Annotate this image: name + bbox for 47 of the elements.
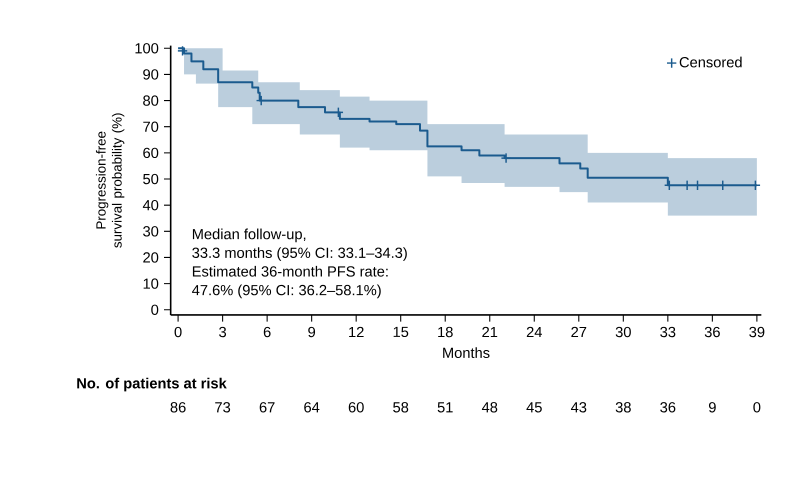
text: 45: [526, 402, 542, 412]
text: 38: [616, 402, 631, 412]
text: No. of patients at risk: [77, 378, 227, 392]
legend-label: Censored: [680, 56, 742, 68]
text: 86: [170, 402, 186, 412]
text: 9: [708, 402, 716, 412]
x-tick-label: 21: [482, 326, 498, 338]
y-tick-label: 30: [143, 226, 158, 237]
text: 58: [393, 402, 408, 412]
text: 73: [215, 402, 230, 412]
x-tick-label: 27: [571, 326, 586, 338]
y-axis-title: Progression-free survival probability (%): [96, 113, 124, 248]
annotation: Estimated 36-month PFS rate:: [192, 266, 388, 277]
x-tick-label: 3: [219, 326, 226, 338]
y-tick-label: 10: [144, 278, 158, 289]
x-tick-label: 24: [526, 326, 542, 338]
text: 60: [348, 402, 364, 412]
y-tick-label: 80: [143, 95, 158, 106]
y-tick-label: 0: [151, 304, 158, 315]
text: 51: [438, 402, 453, 412]
text: 0: [753, 402, 760, 412]
annotation: 33.3 months (95% CI: 33.1–34.3): [192, 247, 407, 261]
x-tick-label: 15: [394, 326, 408, 338]
annotation: Median follow-up,: [192, 228, 306, 242]
annotation: 47.6% (95% CI: 36.2–58.1%): [192, 284, 381, 298]
y-tick-label: 90: [143, 69, 158, 80]
x-tick-label: 18: [438, 326, 453, 338]
x-tick-label: 36: [704, 326, 720, 338]
x-tick-label: 0: [174, 326, 182, 338]
x-tick-label: 33: [660, 326, 676, 338]
y-tick-label: 70: [143, 122, 158, 132]
y-tick-label: 50: [143, 174, 158, 184]
x-tick-label: 6: [264, 326, 271, 338]
text: 64: [304, 402, 320, 412]
x-axis-title: Months: [443, 347, 490, 358]
text: 43: [570, 402, 586, 412]
text: 48: [482, 402, 498, 412]
x-tick-label: 9: [308, 326, 316, 338]
y-tick-label: 100: [135, 43, 158, 54]
text: 36: [660, 402, 676, 412]
y-tick-label: 60: [143, 148, 158, 158]
y-tick-label: 20: [143, 252, 158, 263]
x-tick-label: 39: [749, 326, 764, 338]
text: 67: [260, 402, 275, 412]
x-tick-label: 30: [616, 326, 631, 338]
x-tick-label: 12: [349, 326, 364, 338]
y-tick-label: 40: [142, 200, 158, 210]
